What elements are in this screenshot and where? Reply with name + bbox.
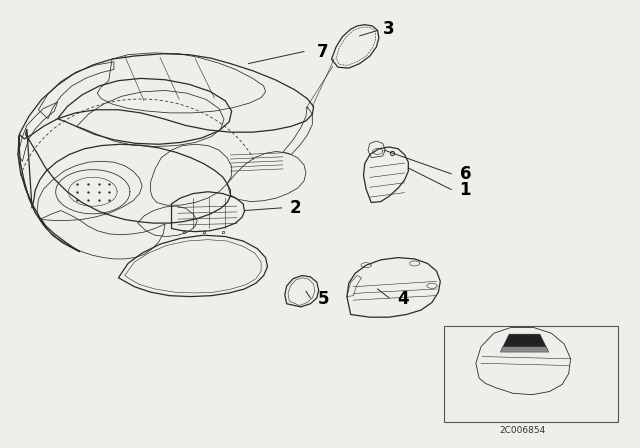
Text: 5: 5 [318, 290, 330, 308]
Text: 1: 1 [460, 181, 471, 198]
Text: 4: 4 [397, 290, 408, 308]
Text: 2C006854: 2C006854 [500, 426, 546, 435]
Text: 7: 7 [317, 43, 328, 60]
Bar [444, 326, 618, 422]
Text: 2: 2 [289, 199, 301, 217]
Polygon shape [500, 347, 549, 352]
Text: 3: 3 [383, 20, 394, 38]
Polygon shape [502, 334, 548, 350]
Text: 6: 6 [460, 165, 471, 183]
